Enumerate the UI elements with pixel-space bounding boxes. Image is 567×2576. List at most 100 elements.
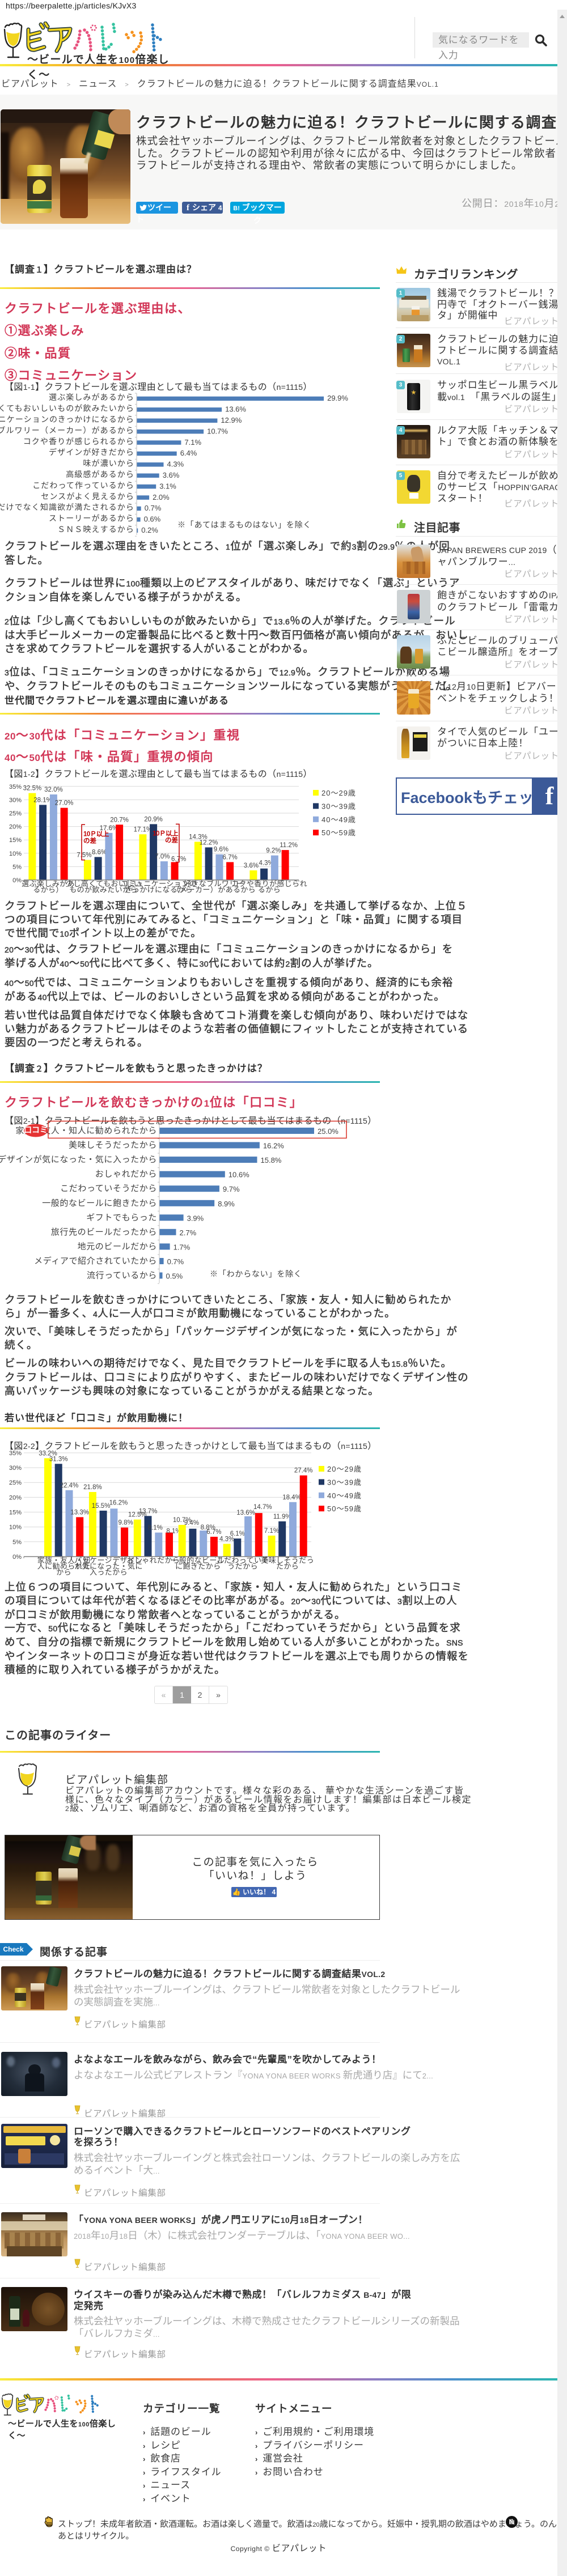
svg-text:一般的なビールに飽きたから: 一般的なビールに飽きたから [42, 1198, 157, 1208]
svg-text:40〜49歳: 40〜49歳 [321, 815, 356, 824]
svg-text:デザインが好きだから: デザインが好きだから [49, 448, 134, 457]
svg-text:こだわって作っているから: こだわって作っているから [32, 481, 134, 490]
svg-text:30%: 30% [9, 1465, 22, 1472]
svg-text:少し高くてもおいしい: 少し高くてもおいしい [66, 879, 141, 888]
svg-text:が気になった・気に: が気になった・気に [74, 1562, 143, 1571]
svg-text:の差: の差 [83, 836, 96, 844]
svg-text:8.6%: 8.6% [92, 849, 107, 856]
svg-text:35%: 35% [9, 784, 22, 790]
svg-text:美味しそうだっ: 美味しそうだっ [261, 1556, 314, 1565]
svg-text:ストーリーがあるから: ストーリーがあるから [49, 514, 134, 523]
svg-text:27.0%: 27.0% [55, 800, 74, 807]
svg-text:30〜39歳: 30〜39歳 [327, 1478, 362, 1486]
svg-text:9.6%: 9.6% [214, 847, 229, 853]
svg-text:30〜39歳: 30〜39歳 [321, 802, 356, 810]
svg-text:うだから: うだから [227, 1562, 258, 1571]
svg-text:15.8%: 15.8% [261, 1156, 282, 1164]
svg-text:6.1%: 6.1% [230, 1531, 245, 1537]
svg-text:ギフトでもらった: ギフトでもらった [86, 1213, 157, 1222]
svg-text:一般的なビール: 一般的なビール [171, 1556, 225, 1565]
svg-text:25%: 25% [9, 810, 22, 817]
svg-text:9.4%: 9.4% [184, 1520, 199, 1527]
svg-text:入ったから: 入ったから [90, 1568, 128, 1576]
svg-text:0%: 0% [12, 1554, 22, 1561]
svg-text:1.7%: 1.7% [174, 1243, 191, 1251]
svg-text:0.7%: 0.7% [145, 504, 162, 512]
svg-text:コミュニケーションの: コミュニケーションの [121, 879, 197, 888]
svg-text:選ぶ楽しみがあるから: 選ぶ楽しみがあるから [49, 393, 134, 402]
svg-text:好きなブルワリー（メーカー）があるから: 好きなブルワリー（メーカー）があるから [0, 426, 134, 435]
svg-text:17.6%: 17.6% [100, 825, 119, 832]
svg-text:12.5%: 12.5% [128, 1512, 147, 1519]
svg-text:14.3%: 14.3% [189, 834, 208, 841]
svg-text:6.7%: 6.7% [222, 854, 237, 861]
svg-text:50〜59歳: 50〜59歳 [327, 1504, 362, 1513]
svg-text:16.2%: 16.2% [263, 1142, 284, 1150]
svg-text:14.7%: 14.7% [253, 1504, 272, 1511]
svg-text:18.4%: 18.4% [282, 1494, 301, 1501]
svg-text:流行っているから: 流行っているから [87, 1271, 157, 1281]
svg-text:10%: 10% [9, 851, 22, 857]
svg-text:9.2%: 9.2% [266, 848, 281, 855]
svg-text:飲むだけでなく知識欲が満たされるから: 飲むだけでなく知識欲が満たされるから [0, 503, 134, 512]
svg-text:少し高くてもおいしいものが飲みたいから: 少し高くてもおいしいものが飲みたいから [0, 404, 134, 413]
svg-text:20%: 20% [9, 824, 22, 831]
svg-text:ものが飲みたいから: ものが飲みたいから [69, 886, 138, 894]
svg-text:25%: 25% [9, 1480, 22, 1486]
svg-text:9.7%: 9.7% [223, 1185, 240, 1193]
svg-text:0.7%: 0.7% [167, 1257, 184, 1266]
svg-text:15.5%: 15.5% [92, 1503, 111, 1510]
svg-text:0.5%: 0.5% [166, 1272, 183, 1281]
svg-text:20.9%: 20.9% [144, 816, 163, 823]
svg-text:パッケージデザインが気になった・気に入ったから: パッケージデザインが気になった・気に入ったから [0, 1154, 157, 1164]
svg-text:コクや香りが感じられるから: コクや香りが感じられるから [23, 437, 134, 446]
svg-text:4.3%: 4.3% [259, 860, 273, 867]
svg-text:16.2%: 16.2% [109, 1499, 128, 1506]
svg-text:28.1%: 28.1% [33, 797, 52, 804]
svg-text:13.3%: 13.3% [70, 1509, 89, 1516]
svg-text:32.5%: 32.5% [23, 785, 42, 792]
svg-text:おしゃれだから: おしゃれだから [95, 1170, 157, 1179]
svg-text:6.7%: 6.7% [171, 856, 186, 862]
svg-text:7.5%: 7.5% [77, 852, 91, 859]
svg-text:4.3%: 4.3% [219, 1536, 234, 1543]
svg-text:メディアで紹介されていたから: メディアで紹介されていたから [34, 1256, 157, 1266]
svg-text:こだわっていそ: こだわっていそ [217, 1556, 269, 1565]
svg-text:10.6%: 10.6% [229, 1171, 249, 1179]
svg-text:好きなブルワリー: 好きなブルワリー [184, 879, 244, 888]
svg-text:4.3%: 4.3% [167, 460, 184, 469]
svg-text:20%: 20% [9, 1494, 22, 1501]
svg-text:センスがよく見えるから: センスがよく見えるから [41, 492, 134, 501]
svg-text:家族・友人・知: 家族・友人・知 [37, 1556, 91, 1565]
svg-text:6.4%: 6.4% [180, 449, 197, 457]
svg-text:10%: 10% [9, 1524, 22, 1531]
svg-text:おしゃれだから: おしゃれだから [126, 1556, 180, 1565]
svg-text:20〜29歳: 20〜29歳 [327, 1465, 362, 1473]
svg-text:人に勧められた: 人に勧められた [37, 1562, 91, 1571]
svg-text:7.0%: 7.0% [155, 853, 170, 860]
svg-text:5%: 5% [12, 864, 22, 870]
svg-text:家族・友人・知人に勧められたから: 家族・友人・知人に勧められたから [15, 1126, 157, 1136]
svg-text:2.7%: 2.7% [180, 1229, 197, 1237]
svg-text:るから: るから [258, 886, 281, 894]
svg-text:7.1%: 7.1% [184, 438, 201, 447]
svg-text:高級感があるから: 高級感があるから [66, 470, 134, 479]
svg-text:旅行先のビールだったから: 旅行先のビールだったから [51, 1227, 157, 1237]
svg-text:ＳＮＳ映えするから: ＳＮＳ映えするから [57, 525, 134, 534]
svg-text:50〜59歳: 50〜59歳 [321, 828, 356, 837]
svg-text:25.0%: 25.0% [318, 1127, 338, 1136]
svg-text:0.6%: 0.6% [144, 515, 161, 524]
svg-text:13.6%: 13.6% [236, 1510, 255, 1516]
svg-text:31.3%: 31.3% [49, 1456, 68, 1463]
svg-text:コミュニケーションのきっかけになるから: コミュニケーションのきっかけになるから [0, 415, 134, 424]
svg-text:27.4%: 27.4% [294, 1468, 313, 1474]
svg-text:15%: 15% [9, 837, 22, 844]
svg-text:8.1%: 8.1% [148, 1525, 163, 1532]
svg-text:20〜29歳: 20〜29歳 [321, 789, 356, 797]
svg-text:11.2%: 11.2% [280, 842, 298, 849]
svg-text:きっかけになるから: きっかけになるから [125, 886, 193, 894]
svg-text:3.1%: 3.1% [159, 482, 176, 490]
svg-text:（メーカー）があるから: （メーカー）があるから [172, 886, 256, 894]
svg-text:30%: 30% [9, 797, 22, 804]
svg-text:10.7%: 10.7% [207, 427, 228, 435]
